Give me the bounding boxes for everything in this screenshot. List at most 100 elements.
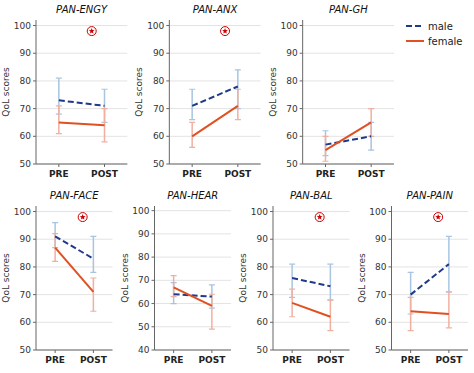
y-axis [36, 206, 37, 350]
x-tick-label: POST [80, 355, 108, 365]
plot-area [189, 27, 241, 148]
x-tick-label: PRE [316, 169, 336, 179]
x-tick-label: POST [317, 355, 345, 365]
grid-line [36, 108, 127, 109]
significance-marker [78, 213, 87, 222]
x-tick-label: POST [224, 169, 252, 179]
grid-line [392, 211, 469, 212]
series-line [411, 264, 449, 294]
y-axis-label: QoL scores [120, 253, 130, 303]
y-axis [154, 206, 155, 350]
grid-line [36, 53, 127, 54]
x-tick [325, 164, 326, 167]
y-tick-label: 60 [138, 299, 150, 309]
y-tick-label: 50 [375, 345, 387, 355]
panel-title: PAN-GH [329, 4, 368, 15]
series-line [292, 303, 330, 317]
panel: 5060708090100PREPOSTPAN-ENGYQoL scores [1, 4, 127, 179]
error-bar [56, 106, 62, 134]
series-line [174, 287, 212, 306]
y-tick-label: 90 [286, 48, 298, 58]
grid-line [273, 239, 350, 240]
grid-line [155, 233, 232, 234]
y-axis [302, 20, 303, 164]
panel-title: PAN-FACE [50, 190, 99, 201]
series-line [59, 100, 105, 106]
x-tick [448, 350, 449, 353]
y-tick-label: 100 [369, 207, 386, 217]
y-axis-label: QoL scores [1, 67, 11, 117]
y-tick-label: 60 [153, 131, 165, 141]
significance-marker [87, 27, 96, 36]
grid-line [169, 108, 260, 109]
y-tick-label: 60 [257, 317, 269, 327]
y-tick-label: 50 [153, 159, 165, 169]
y-tick-label: 100 [14, 207, 31, 217]
y-tick-label: 100 [147, 21, 164, 31]
y-tick-label: 80 [375, 262, 387, 272]
y-tick-label: 80 [138, 252, 150, 262]
panel-title: PAN-HEAR [167, 190, 218, 201]
y-tick-label: 70 [138, 275, 150, 285]
grid-line [169, 53, 260, 54]
y-tick-label: 50 [20, 159, 32, 169]
series-line [192, 86, 238, 105]
error-bar [327, 264, 333, 300]
plot-area [323, 109, 375, 162]
grid-line [155, 326, 232, 327]
y-tick-label: 60 [286, 131, 298, 141]
grid-line [273, 266, 350, 267]
grid-line [36, 80, 127, 81]
x-axis [155, 350, 232, 351]
error-bar [90, 278, 96, 311]
y-tick-label: 80 [20, 262, 32, 272]
series-line [292, 278, 330, 286]
y-tick-label: 70 [257, 290, 269, 300]
grid-line [273, 350, 350, 351]
plot-area [56, 27, 108, 142]
legend-swatch [406, 40, 424, 42]
grid-line [155, 280, 232, 281]
panel-title: PAN-PAIN [407, 190, 454, 201]
significance-marker [434, 213, 443, 222]
y-axis-label: QoL scores [134, 67, 144, 117]
series-line [326, 136, 372, 144]
y-tick-label: 70 [20, 104, 32, 114]
series-line [55, 248, 93, 292]
plot-area [408, 213, 452, 331]
x-axis [36, 350, 113, 351]
grid-line [36, 211, 113, 212]
y-axis [36, 20, 37, 164]
grid-line [303, 25, 394, 26]
figure: 5060708090100PREPOSTPAN-ENGYQoL scores50… [0, 0, 474, 373]
significance-marker [315, 213, 324, 222]
error-bar [209, 294, 215, 329]
series-line [59, 122, 105, 125]
x-axis [273, 350, 350, 351]
y-tick-label: 80 [257, 262, 269, 272]
legend-swatch [406, 25, 424, 27]
x-tick [173, 350, 174, 353]
x-tick-label: PRE [45, 355, 65, 365]
significance-marker [221, 27, 230, 36]
grid-line [303, 80, 394, 81]
grid-line [36, 239, 113, 240]
error-bar [90, 236, 96, 272]
x-tick [58, 164, 59, 167]
grid-line [36, 294, 113, 295]
panel-title: PAN-BAL [290, 190, 333, 201]
grid-line [273, 211, 350, 212]
y-axis [169, 20, 170, 164]
y-tick-label: 60 [375, 317, 387, 327]
legend: malefemale [406, 21, 462, 47]
grid-line [273, 322, 350, 323]
x-tick [292, 350, 293, 353]
y-tick-label: 100 [132, 206, 149, 216]
grid-line [169, 136, 260, 137]
error-bar [408, 297, 414, 330]
y-axis-label: QoL scores [357, 253, 367, 303]
y-axis-label: QoL scores [1, 253, 11, 303]
x-tick-label: POST [435, 355, 463, 365]
y-axis [273, 206, 274, 350]
series-line [326, 122, 372, 150]
